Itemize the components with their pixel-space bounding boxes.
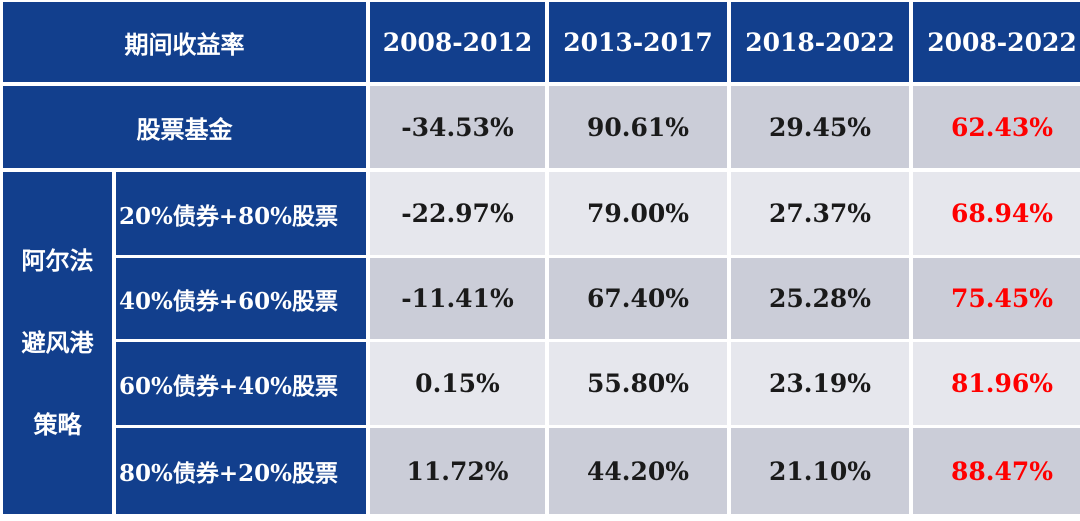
table-cell: 79.00% [549, 172, 727, 258]
row-label-allocation: 80%债券+20%股票 [116, 428, 366, 514]
row-label-allocation: 20%债券+80%股票 [116, 172, 366, 258]
column-header-2008-2022: 2008-2022 [913, 2, 1080, 86]
strategy-label-line: 避风港 [21, 329, 94, 357]
table-cell: 55.80% [549, 342, 727, 428]
table-cell: 0.15% [370, 342, 545, 428]
table-cell-highlight: 88.47% [913, 428, 1080, 514]
table-cell: 29.45% [731, 86, 909, 172]
table-cell-highlight: 81.96% [913, 342, 1080, 428]
table-cell: 27.37% [731, 172, 909, 258]
table-cell: 11.72% [370, 428, 545, 514]
table-cell: -22.97% [370, 172, 545, 258]
column-header-2013-2017: 2013-2017 [549, 2, 727, 86]
row-label-allocation: 40%债券+60%股票 [116, 258, 366, 342]
table-cell: 44.20% [549, 428, 727, 514]
table-cell: 25.28% [731, 258, 909, 342]
table-cell: 23.19% [731, 342, 909, 428]
row-label-allocation: 60%债券+40%股票 [116, 342, 366, 428]
table-cell: 21.10% [731, 428, 909, 514]
table-cell: 67.40% [549, 258, 727, 342]
row-label-stock-fund: 股票基金 [3, 86, 366, 172]
column-header-2018-2022: 2018-2022 [731, 2, 909, 86]
table-title: 期间收益率 [3, 2, 366, 86]
table-cell-highlight: 62.43% [913, 86, 1080, 172]
table-cell-highlight: 75.45% [913, 258, 1080, 342]
strategy-group-label: 阿尔法 避风港 策略 [3, 172, 112, 514]
strategy-label-line: 阿尔法 [21, 247, 94, 275]
column-header-2008-2012: 2008-2012 [370, 2, 545, 86]
returns-table: 期间收益率 2008-2012 2013-2017 2018-2022 2008… [3, 2, 1080, 518]
table-cell: -34.53% [370, 86, 545, 172]
table-cell-highlight: 68.94% [913, 172, 1080, 258]
table-cell: -11.41% [370, 258, 545, 342]
table-cell: 90.61% [549, 86, 727, 172]
strategy-label-line: 策略 [33, 411, 82, 439]
